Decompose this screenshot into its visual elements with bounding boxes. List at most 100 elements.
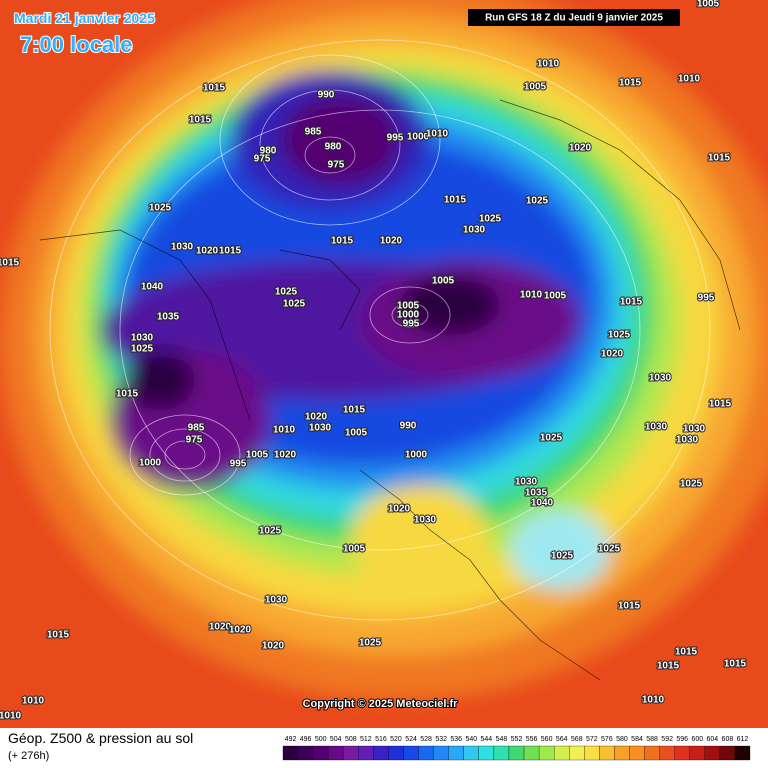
isobar-label: 975 [186,435,203,446]
isobar-label: 1025 [680,479,703,490]
valid-date: Mardi 21 janvier 2025 [14,10,155,26]
legend-swatch [599,745,615,761]
legend-level: 528 [420,736,432,743]
legend-level: 532 [435,736,447,743]
legend-swatch [644,745,660,761]
legend-level: 496 [300,736,312,743]
legend-swatch [343,745,359,761]
isobar-label: 1015 [709,399,732,410]
isobar-label: 1025 [526,196,549,207]
isobar-label: 1015 [0,258,20,269]
isobar-label: 990 [318,90,335,101]
isobar-label: 1015 [189,115,212,126]
isobar-label: 1015 [708,153,731,164]
isobar-label: 1030 [414,515,437,526]
legend-swatch [614,745,630,761]
coastlines [39,99,741,681]
isobar-label: 1010 [426,129,449,140]
legend-level: 592 [661,736,673,743]
legend-swatch [629,745,645,761]
isobar-label: 1030 [309,423,332,434]
isobar-label: 1000 [407,132,430,143]
isobar-label: 1025 [540,433,563,444]
isobar-label: 1005 [397,301,420,312]
legend-swatch [493,745,510,761]
legend-swatch [734,745,751,761]
isobar-label: 1015 [619,78,642,89]
isobar-label: 1030 [265,595,288,606]
isobar-label: 1020 [601,349,624,360]
isobar-label: 1020 [274,450,297,461]
isobar-label: 1035 [157,312,180,323]
isobar-label: 995 [230,459,247,470]
legend-level: 600 [691,736,703,743]
isobar-label: 1010 [537,59,560,70]
legend-level: 588 [646,736,658,743]
isobar-label: 1015 [675,647,698,658]
isobar-label: 995 [387,133,404,144]
isobar-label: 1025 [551,551,574,562]
isobar-label: 1015 [618,601,641,612]
legend-swatch [584,745,600,761]
isobar-label: 1030 [463,225,486,236]
isobar-label: 1025 [149,203,172,214]
isobar-label: 1005 [697,0,720,10]
legend-swatch [719,745,736,761]
isobar-label: 1010 [642,695,665,706]
legend-swatch [523,745,540,761]
isobar-label: 1025 [479,214,502,225]
isobar-label: 1010 [0,711,22,722]
legend-level: 548 [496,736,508,743]
isobar-label: 1025 [283,299,306,310]
legend-swatch [403,745,419,761]
isobar-label: 1020 [380,236,403,247]
valid-time: 7:00 locale [20,32,133,57]
isobar-label: 1015 [47,630,70,641]
legend-level: 572 [586,736,598,743]
legend-swatch [373,745,389,761]
isobar-label: 975 [254,154,271,165]
isobar-label: 1020 [209,622,232,633]
isobar-label: 1005 [524,82,547,93]
legend-swatch [478,745,495,761]
isobar-label: 980 [260,146,277,157]
legend-swatch [689,745,705,761]
legend-swatch [508,745,525,761]
isobar-label: 995 [698,293,715,304]
isobar-label: 1005 [544,291,567,302]
isobar-label: 1005 [432,276,455,287]
legend-level: 516 [375,736,387,743]
isobar-label: 1025 [598,544,621,555]
legend-level: 500 [315,736,327,743]
isobar-label: 1005 [343,544,366,555]
geopotential-field [0,0,768,700]
isobar-label: 1025 [359,638,382,649]
legend-level: 492 [285,736,297,743]
legend-level: 560 [541,736,553,743]
isobar-label: 980 [325,142,342,153]
isobar-label: 1015 [620,297,643,308]
isobar-label: 1020 [305,412,328,423]
isobar-label: 1015 [343,405,366,416]
isobar-label: 1010 [22,696,45,707]
legend-swatch [538,745,555,761]
legend-level: 604 [706,736,718,743]
legend-swatch [554,745,570,761]
legend-level: 504 [330,736,342,743]
legend-level: 520 [390,736,402,743]
legend-level: 556 [526,736,538,743]
isobar-label: 1030 [649,373,672,384]
isobar-label: 1030 [683,424,706,435]
legend-swatch [674,745,690,761]
legend-swatch [297,745,314,761]
isobar-label: 1030 [171,242,194,253]
legend-level: 580 [616,736,628,743]
isobar-label: 1000 [405,450,428,461]
run-box [468,9,680,26]
lead-time: (+ 276h) [8,750,49,762]
isobar-label: 990 [400,421,417,432]
isobar-label: 1010 [273,425,296,436]
legend-level: 536 [450,736,462,743]
legend-level: 612 [737,736,749,743]
